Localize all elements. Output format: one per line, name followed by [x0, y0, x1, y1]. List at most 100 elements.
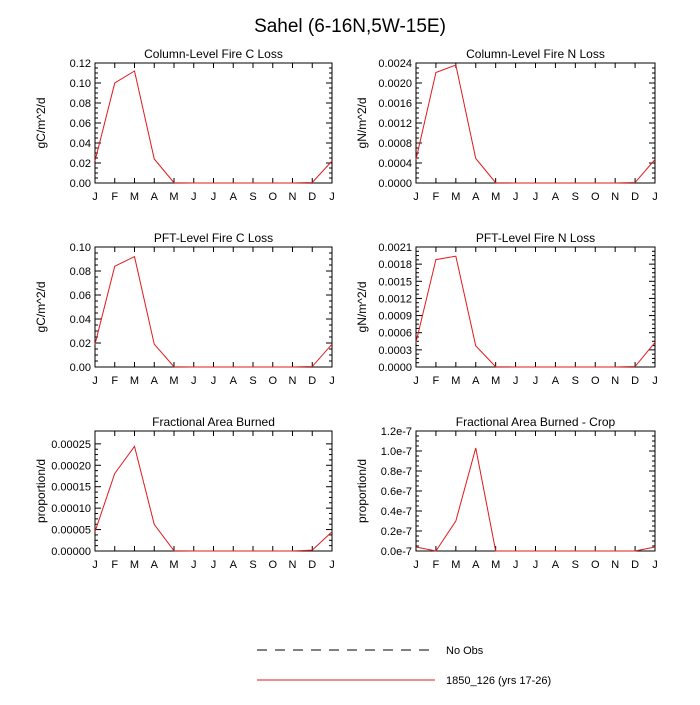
panel-1-ytick-label: 0.08	[70, 98, 91, 110]
panel-1-ytick-label: 0.12	[70, 58, 91, 70]
panel-5-xtick-label: M	[169, 559, 178, 571]
panel-5-ytick-label: 0.00020	[51, 460, 91, 472]
panel-6-ytick-label: 0.8e-7	[381, 466, 412, 478]
panel-3-xtick-label: A	[151, 375, 159, 387]
panel-5-ylabel: proportion/d	[34, 459, 48, 523]
panel-1-xtick-label: N	[289, 191, 297, 203]
panel-3-ytick-label: 0.06	[70, 290, 91, 302]
panel-4-ytick-label: 0.0006	[378, 328, 412, 340]
panel-5-ytick-label: 0.00005	[51, 525, 91, 537]
panel-2-xtick-label: S	[572, 191, 579, 203]
panel-4-frame	[415, 246, 656, 368]
panel-6-ytick-label: 0.2e-7	[381, 526, 412, 538]
panel-6-xtick-label: O	[591, 559, 600, 571]
panel-4-ytick-label: 0.0003	[378, 345, 412, 357]
panel-4-xtick-label: S	[572, 375, 579, 387]
panel-5-xtick-label: M	[130, 559, 139, 571]
panel-6-xtick-label: M	[491, 559, 500, 571]
panel-5-xtick-label: J	[211, 559, 217, 571]
panel-4-xtick-label: M	[451, 375, 460, 387]
panel-1-xtick-label: J	[211, 191, 217, 203]
panel-4-xtick-label: A	[472, 375, 480, 387]
panel-2-ytick-label: 0.0008	[378, 138, 412, 150]
panel-5-ytick-label: 0.00015	[51, 482, 91, 494]
panel-1-xtick-label: A	[151, 191, 159, 203]
panel-1-xtick-label: M	[169, 191, 178, 203]
panel-6-series-line	[415, 447, 656, 552]
panel-2-xtick-label: J	[533, 191, 539, 203]
panel-5-xtick-label: S	[249, 559, 256, 571]
panel-5-xtick-label: A	[151, 559, 159, 571]
panel-3-ylabel: gC/m^2/d	[34, 282, 48, 333]
panel-6-xtick-label: J	[652, 559, 658, 571]
panel-1-xtick-label: S	[249, 191, 256, 203]
panel-2-xtick-label: J	[413, 191, 419, 203]
panel-5-ytick-label: 0.00000	[51, 546, 91, 558]
panel-3-xtick-label: O	[268, 375, 277, 387]
panel-1-ylabel: gC/m^2/d	[34, 98, 48, 149]
panel-3-xtick-label: J	[92, 375, 98, 387]
panel-5-xtick-label: J	[191, 559, 197, 571]
panel-6-xtick-label: M	[451, 559, 460, 571]
panel-3-ytick-label: 0.10	[70, 242, 91, 254]
panel-3-xtick-label: N	[289, 375, 297, 387]
panel-1-frame	[94, 62, 333, 184]
panel-2-xtick-label: D	[631, 191, 639, 203]
panel-3-series-line	[94, 255, 333, 368]
panel-3-xtick-label: D	[308, 375, 316, 387]
panel-2-xtick-label: M	[491, 191, 500, 203]
panel-2-ytick-label: 0.0020	[378, 78, 412, 90]
panel-3-xtick-label: J	[329, 375, 335, 387]
panel-5-xtick-label: J	[329, 559, 335, 571]
panel-2-ytick-label: 0.0000	[378, 178, 412, 190]
panel-2-xtick-label: F	[433, 191, 440, 203]
panel-2-ytick-label: 0.0012	[378, 118, 412, 130]
panel-3-ytick-label: 0.02	[70, 338, 91, 350]
panel-3-xtick-label: A	[230, 375, 238, 387]
panel-1-ytick-label: 0.00	[70, 178, 91, 190]
panel-4-xtick-label: J	[413, 375, 419, 387]
panel-1-xtick-label: J	[92, 191, 98, 203]
panel-5-xtick-label: J	[92, 559, 98, 571]
panel-5-ytick-label: 0.00010	[51, 503, 91, 515]
panel-3-ytick-label: 0.00	[70, 362, 91, 374]
legend-label-no-obs: No Obs	[446, 645, 484, 657]
panel-6-xtick-label: D	[631, 559, 639, 571]
panel-6-xtick-label: J	[513, 559, 519, 571]
panel-1-ytick-label: 0.04	[70, 138, 91, 150]
figure-title: Sahel (6-16N,5W-15E)	[254, 16, 446, 37]
panel-6-xtick-label: A	[472, 559, 480, 571]
panel-1-xtick-label: O	[268, 191, 277, 203]
panel-1-xtick-label: J	[191, 191, 197, 203]
panel-2-title: Column-Level Fire N Loss	[466, 47, 605, 61]
panel-4-xtick-label: N	[611, 375, 619, 387]
panel-6-ytick-label: 1.0e-7	[381, 446, 412, 458]
panel-2-xtick-label: N	[611, 191, 619, 203]
panel-6-frame	[415, 430, 656, 552]
panel-3-ytick-label: 0.08	[70, 266, 91, 278]
panel-6-ytick-label: 0.0e-7	[381, 546, 412, 558]
panel-6-ytick-label: 0.4e-7	[381, 506, 412, 518]
panel-3-xtick-label: M	[130, 375, 139, 387]
panel-4-xtick-label: J	[652, 375, 658, 387]
panel-1-ytick-label: 0.10	[70, 78, 91, 90]
panel-3-xtick-label: J	[211, 375, 217, 387]
panel-2-xtick-label: J	[513, 191, 519, 203]
panel-4-ylabel: gN/m^2/d	[355, 282, 369, 333]
panel-3-xtick-label: S	[249, 375, 256, 387]
panel-1-title: Column-Level Fire C Loss	[144, 47, 283, 61]
panel-6-ytick-label: 1.2e-7	[381, 426, 412, 438]
panel-2-xtick-label: A	[552, 191, 560, 203]
panel-3-ytick-label: 0.04	[70, 314, 91, 326]
panel-6-xtick-label: S	[572, 559, 579, 571]
panel-6-xtick-label: F	[433, 559, 440, 571]
panel-4-xtick-label: F	[433, 375, 440, 387]
panel-6-title: Fractional Area Burned - Crop	[456, 415, 616, 429]
panel-1-series-line	[94, 70, 333, 184]
panel-2-xtick-label: O	[591, 191, 600, 203]
panel-1-xtick-label: J	[329, 191, 335, 203]
